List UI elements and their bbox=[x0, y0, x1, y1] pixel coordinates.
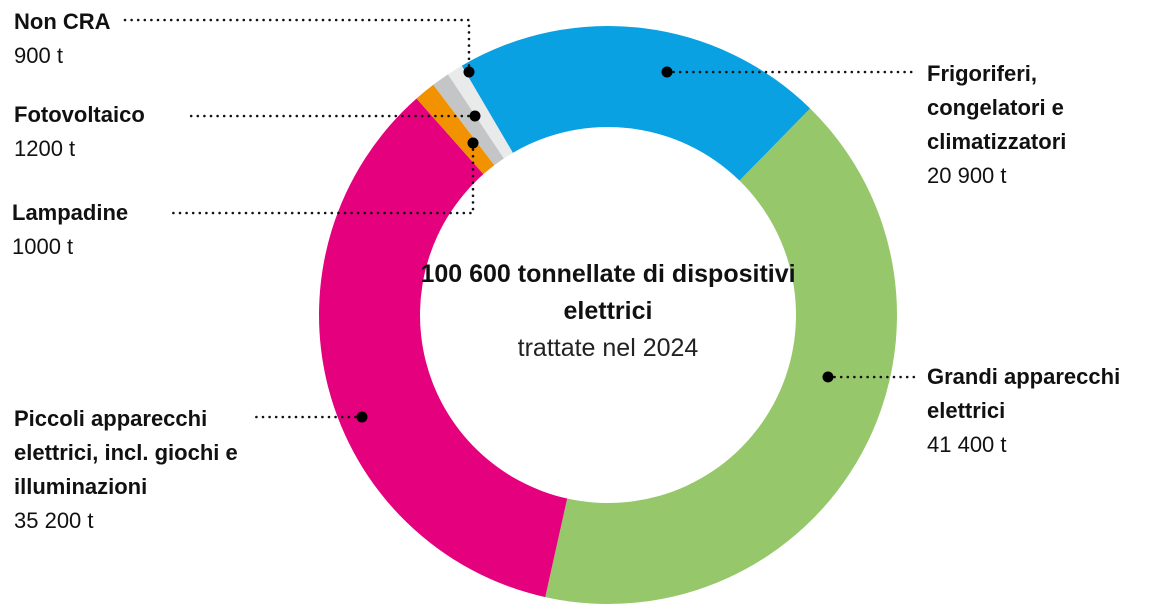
label-name: Frigoriferi, bbox=[927, 61, 1038, 86]
legend-lampadine: Lampadine 1000 t bbox=[12, 196, 128, 264]
leader-lampadine-dot bbox=[467, 137, 479, 149]
label-value: 41 400 t bbox=[927, 432, 1007, 457]
leader-grandi-dot bbox=[822, 371, 834, 383]
chart-title: 100 600 tonnellate di dispositivi elettr… bbox=[420, 260, 796, 325]
center-label: 100 600 tonnellate di dispositivi elettr… bbox=[418, 256, 798, 367]
label-name: Fotovoltaico bbox=[14, 102, 145, 127]
legend-frigoriferi: Frigoriferi, congelatori e climatizzator… bbox=[927, 57, 1066, 193]
legend-piccoli: Piccoli apparecchi elettrici, incl. gioc… bbox=[14, 402, 238, 538]
label-name: climatizzatori bbox=[927, 129, 1067, 154]
leader-frigoriferi-dot bbox=[661, 66, 673, 78]
label-name: Lampadine bbox=[12, 200, 129, 225]
legend-grandi: Grandi apparecchi elettrici 41 400 t bbox=[927, 360, 1120, 462]
slice-piccoli bbox=[319, 98, 568, 598]
label-value: 20 900 t bbox=[927, 163, 1007, 188]
legend-non-cra: Non CRA 900 t bbox=[14, 5, 111, 73]
label-name: Non CRA bbox=[14, 9, 111, 34]
slice-grandi bbox=[545, 108, 898, 604]
leader-fotovoltaico-dot bbox=[469, 110, 481, 122]
leader-piccoli-dot bbox=[356, 411, 368, 423]
label-name: illuminazioni bbox=[14, 474, 148, 499]
chart-subtitle: trattate nel 2024 bbox=[517, 334, 699, 362]
legend-fotovoltaico: Fotovoltaico 1200 t bbox=[14, 98, 145, 166]
slice-fotovoltaico bbox=[416, 84, 495, 175]
label-name: elettrici bbox=[927, 398, 1006, 423]
label-name: Piccoli apparecchi bbox=[14, 406, 208, 431]
slice-non-cra bbox=[447, 65, 513, 159]
leader-non-cra bbox=[118, 18, 471, 74]
label-name: Grandi apparecchi bbox=[927, 364, 1121, 389]
label-value: 1000 t bbox=[12, 234, 74, 259]
slice-lampadine bbox=[433, 74, 504, 166]
label-value: 35 200 t bbox=[14, 508, 94, 533]
slice-frigoriferi bbox=[461, 25, 811, 181]
label-value: 900 t bbox=[14, 43, 63, 68]
leader-non-cra-dot bbox=[463, 66, 475, 78]
label-name: congelatori e bbox=[927, 95, 1064, 120]
label-name: elettrici, incl. giochi e bbox=[14, 440, 238, 465]
label-value: 1200 t bbox=[14, 136, 76, 161]
